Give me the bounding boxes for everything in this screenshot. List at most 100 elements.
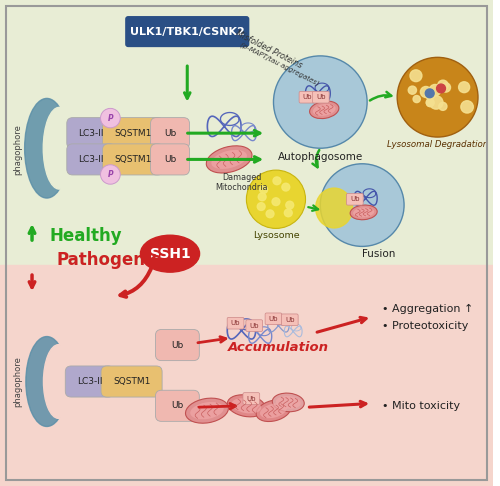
Ellipse shape [228, 395, 266, 417]
FancyBboxPatch shape [312, 91, 329, 103]
Text: Ub: Ub [250, 323, 259, 329]
Circle shape [439, 103, 447, 110]
Circle shape [441, 83, 450, 92]
FancyBboxPatch shape [150, 118, 190, 149]
Circle shape [461, 101, 473, 113]
FancyBboxPatch shape [156, 330, 200, 361]
Text: • Proteotoxicity: • Proteotoxicity [382, 321, 468, 330]
Text: LC3-II: LC3-II [78, 155, 104, 164]
Text: LC3-II: LC3-II [78, 129, 104, 138]
FancyBboxPatch shape [67, 144, 116, 175]
FancyBboxPatch shape [102, 144, 164, 175]
Text: SQSTM1: SQSTM1 [113, 377, 150, 386]
Circle shape [429, 85, 441, 96]
FancyBboxPatch shape [101, 366, 162, 397]
Ellipse shape [212, 150, 247, 169]
Text: Ub: Ub [164, 155, 176, 164]
Circle shape [408, 86, 416, 94]
Text: Ub: Ub [316, 94, 326, 100]
FancyBboxPatch shape [67, 118, 116, 149]
Circle shape [413, 95, 420, 103]
Circle shape [260, 186, 268, 193]
Text: Lysosome: Lysosome [252, 231, 300, 241]
Ellipse shape [206, 146, 252, 173]
Ellipse shape [232, 398, 261, 414]
FancyBboxPatch shape [102, 118, 164, 149]
Circle shape [320, 164, 404, 246]
Ellipse shape [310, 101, 339, 119]
FancyBboxPatch shape [156, 390, 200, 421]
Circle shape [286, 201, 294, 209]
FancyBboxPatch shape [299, 91, 316, 103]
Ellipse shape [316, 188, 352, 228]
Ellipse shape [140, 235, 200, 272]
Text: Pathogenic: Pathogenic [56, 251, 161, 269]
Ellipse shape [276, 396, 300, 409]
Circle shape [266, 210, 274, 218]
Ellipse shape [24, 98, 69, 198]
Text: Ub: Ub [246, 396, 256, 401]
Ellipse shape [260, 403, 287, 418]
Text: • Mito toxicity: • Mito toxicity [382, 401, 460, 411]
Circle shape [436, 84, 446, 93]
Circle shape [258, 193, 266, 201]
Text: Lysosomal Degradation: Lysosomal Degradation [387, 140, 488, 149]
Ellipse shape [190, 402, 224, 419]
Ellipse shape [44, 345, 74, 418]
Circle shape [274, 56, 367, 148]
Circle shape [426, 100, 434, 107]
FancyBboxPatch shape [227, 317, 244, 329]
Ellipse shape [256, 400, 291, 421]
Text: Misfolded Proteins: Misfolded Proteins [234, 29, 304, 70]
Circle shape [438, 80, 448, 90]
FancyBboxPatch shape [346, 193, 363, 205]
Text: ULK1/TBK1/CSNK2: ULK1/TBK1/CSNK2 [130, 27, 244, 36]
Circle shape [426, 99, 434, 106]
Text: Ub: Ub [285, 317, 294, 323]
FancyBboxPatch shape [246, 320, 262, 331]
Circle shape [100, 108, 120, 128]
Text: Accumulation: Accumulation [228, 341, 329, 354]
Text: SSH1: SSH1 [150, 247, 190, 260]
Text: LC3-II: LC3-II [77, 377, 102, 386]
Circle shape [397, 57, 478, 137]
Text: Ub: Ub [350, 196, 360, 202]
Ellipse shape [350, 205, 377, 220]
Circle shape [425, 89, 435, 99]
Circle shape [410, 70, 422, 82]
Bar [0, 0, 493, 265]
Circle shape [272, 198, 280, 206]
Ellipse shape [353, 208, 374, 217]
Circle shape [426, 89, 434, 98]
Text: Fusion: Fusion [362, 249, 395, 259]
Text: SQSTM1: SQSTM1 [114, 155, 152, 164]
FancyBboxPatch shape [282, 314, 298, 326]
Text: • Aggregation ↑: • Aggregation ↑ [382, 304, 474, 313]
Text: phagophore: phagophore [13, 356, 22, 407]
Text: Ub: Ub [268, 316, 278, 322]
Circle shape [284, 209, 292, 217]
Circle shape [273, 177, 281, 185]
Text: Autophagosome: Autophagosome [278, 152, 363, 162]
Text: Healthy: Healthy [50, 226, 122, 245]
FancyBboxPatch shape [243, 393, 260, 404]
Text: Damaged
Mitochondria: Damaged Mitochondria [215, 173, 268, 192]
Text: phagophore: phagophore [13, 124, 22, 174]
Text: Ub: Ub [172, 401, 183, 410]
Text: Ub: Ub [172, 341, 183, 349]
Circle shape [420, 87, 432, 97]
Text: Ub: Ub [164, 129, 176, 138]
Ellipse shape [186, 398, 228, 423]
FancyBboxPatch shape [265, 313, 282, 325]
Bar [0, 265, 493, 486]
Ellipse shape [26, 336, 68, 427]
Circle shape [458, 82, 469, 93]
Text: SQSTM1: SQSTM1 [114, 129, 152, 138]
Text: P: P [108, 170, 113, 179]
Circle shape [100, 165, 120, 184]
Circle shape [282, 183, 290, 191]
FancyBboxPatch shape [66, 366, 114, 397]
Text: P: P [108, 114, 113, 122]
Text: (p-MAPT/tau aggregates): (p-MAPT/tau aggregates) [240, 41, 320, 87]
Text: Ub: Ub [231, 320, 240, 326]
